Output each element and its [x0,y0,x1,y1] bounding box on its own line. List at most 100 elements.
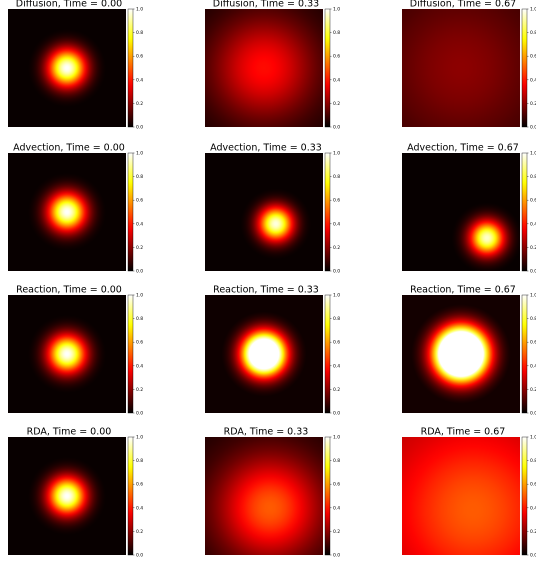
colorbar-tick-label: 0.4 [136,363,143,369]
colorbar [521,436,528,556]
colorbar-tick-label: 1.0 [530,293,536,299]
heatmap-blob [402,9,520,127]
colorbar-tick-label: 1.0 [530,151,536,157]
panel-title: Reaction, Time = 0.33 [213,285,319,296]
colorbar-tick-label: 0.8 [333,316,340,322]
colorbar-tick-label: 0.8 [333,30,340,36]
colorbar-tick-label: 0.2 [136,101,143,107]
colorbar-tick-label: 0.4 [136,505,143,511]
colorbar [324,152,331,272]
colorbar-tick-label: 0.6 [333,482,340,488]
colorbar-tick-label: 0.6 [333,54,340,60]
colorbar [324,436,331,556]
colorbar-tick-label: 0.2 [333,387,340,393]
colorbar-tick-label: 0.0 [333,553,340,559]
colorbar-tick-label: 0.8 [333,174,340,180]
colorbar-tick-label: 1.0 [530,435,536,441]
colorbar-tick-label: 1.0 [333,151,340,157]
colorbar-tick-label: 0.4 [333,363,340,369]
colorbar-tick-label: 0.6 [530,198,536,204]
heatmap-blob [402,437,520,555]
colorbar-tick-label: 1.0 [136,435,143,441]
colorbar [324,294,331,414]
colorbar-tick-label: 0.8 [530,316,536,322]
colorbar-tick-label: 1.0 [136,151,143,157]
colorbar-tick-label: 0.4 [530,221,536,227]
colorbar-tick-label: 0.6 [333,198,340,204]
colorbar [127,8,134,128]
heatmap-blob [205,153,323,271]
colorbar-tick-label: 0.0 [530,269,536,275]
colorbar-tick-label: 0.8 [136,174,143,180]
panel-title: Reaction, Time = 0.67 [410,285,516,296]
colorbar-tick-label: 0.8 [136,458,143,464]
colorbar-tick-label: 0.6 [530,482,536,488]
panel-title: Diffusion, Time = 0.67 [410,0,516,10]
colorbar-tick-label: 0.2 [530,387,536,393]
colorbar-tick-label: 0.2 [136,529,143,535]
heatmap-blob [8,153,126,271]
colorbar-tick-label: 0.2 [530,529,536,535]
colorbar-tick-label: 0.6 [136,198,143,204]
colorbar-tick-label: 0.0 [530,553,536,559]
colorbar [127,436,134,556]
colorbar-tick-label: 0.0 [136,553,143,559]
colorbar-tick-label: 0.0 [530,125,536,131]
heatmap-blob [205,9,323,127]
panel-title: RDA, Time = 0.67 [421,427,506,438]
colorbar-tick-label: 1.0 [136,7,143,13]
colorbar-tick-label: 0.4 [530,505,536,511]
colorbar-tick-label: 0.8 [333,458,340,464]
colorbar [127,294,134,414]
colorbar-tick-label: 0.8 [136,30,143,36]
heatmap-blob [402,295,520,413]
colorbar [521,8,528,128]
colorbar-tick-label: 0.2 [530,245,536,251]
colorbar-tick-label: 0.2 [136,387,143,393]
panel-title: RDA, Time = 0.33 [224,427,309,438]
heatmap-blob [205,437,323,555]
colorbar-tick-label: 0.6 [333,340,340,346]
colorbar-tick-label: 0.0 [333,269,340,275]
colorbar-tick-label: 0.6 [136,54,143,60]
colorbar-tick-label: 0.8 [530,458,536,464]
colorbar-tick-label: 0.4 [530,363,536,369]
colorbar-tick-label: 0.6 [530,54,536,60]
panel-title: Diffusion, Time = 0.00 [16,0,122,10]
colorbar-tick-label: 0.0 [136,125,143,131]
panel-title: Advection, Time = 0.33 [210,143,322,154]
colorbar [521,152,528,272]
colorbar-tick-label: 0.2 [333,529,340,535]
colorbar-tick-label: 0.4 [333,505,340,511]
colorbar-tick-label: 0.0 [333,411,340,417]
heatmap-blob [402,153,520,271]
panel-title: RDA, Time = 0.00 [27,427,112,438]
colorbar-tick-label: 0.6 [136,340,143,346]
colorbar-tick-label: 0.0 [136,411,143,417]
colorbar-tick-label: 0.6 [136,482,143,488]
colorbar-tick-label: 0.8 [530,174,536,180]
colorbar-tick-label: 0.8 [136,316,143,322]
colorbar-tick-label: 0.0 [333,125,340,131]
colorbar-tick-label: 0.2 [136,245,143,251]
colorbar [127,152,134,272]
heatmap-blob [205,295,323,413]
colorbar-tick-label: 1.0 [333,435,340,441]
colorbar-tick-label: 1.0 [333,7,340,13]
colorbar-tick-label: 1.0 [530,7,536,13]
colorbar-tick-label: 0.8 [530,30,536,36]
panel-title: Diffusion, Time = 0.33 [213,0,319,10]
colorbar [521,294,528,414]
colorbar-tick-label: 0.4 [333,221,340,227]
panel-title: Advection, Time = 0.67 [407,143,519,154]
colorbar-tick-label: 0.0 [136,269,143,275]
colorbar-tick-label: 0.2 [530,101,536,107]
colorbar-tick-label: 0.4 [136,221,143,227]
colorbar-tick-label: 0.6 [530,340,536,346]
colorbar-tick-label: 0.2 [333,245,340,251]
colorbar-tick-label: 0.4 [136,77,143,83]
panel-title: Reaction, Time = 0.00 [16,285,122,296]
heatmap-blob [8,9,126,127]
colorbar-tick-label: 1.0 [333,293,340,299]
